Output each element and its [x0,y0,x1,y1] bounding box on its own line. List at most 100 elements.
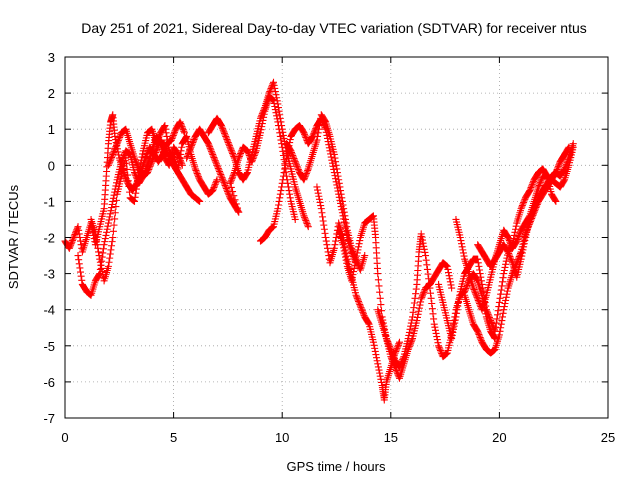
data-point [374,360,382,368]
data-point [180,127,188,135]
data-point [278,125,286,133]
data-point [230,153,238,161]
data-point [359,308,367,316]
data-point [333,169,341,177]
data-point [193,170,201,178]
data-point [404,335,412,343]
data-point [341,250,349,258]
data-point [231,196,239,204]
data-point [343,223,351,231]
y-tick-label-7: 0 [48,158,55,173]
data-point [397,360,405,368]
data-point [526,215,534,223]
data-point [162,129,170,137]
data-point [472,290,480,298]
data-point [530,205,538,213]
data-point [189,139,197,147]
data-point [132,185,140,193]
data-point [372,351,380,359]
data-point [478,280,486,288]
data-point [500,267,508,275]
data-point [355,243,363,251]
data-point [257,113,265,121]
data-point [377,375,385,383]
data-point [273,112,281,120]
data-point [514,234,522,242]
data-point [423,261,431,269]
data-point [341,212,349,220]
data-point [211,157,219,165]
data-point [370,341,378,349]
data-point [450,322,458,330]
data-point [106,254,114,262]
data-point [315,125,323,133]
data-point [105,160,113,168]
data-point [225,140,233,148]
data-point [408,316,416,324]
data-point [396,362,404,370]
data-point [469,284,477,292]
data-point [376,369,384,377]
data-point [276,111,284,119]
data-point [353,294,361,302]
data-point [406,341,414,349]
data-point [320,225,328,233]
data-point [475,330,483,338]
data-point [338,194,346,202]
data-point [519,200,527,208]
data-point [319,213,327,221]
data-point [320,221,328,229]
data-point [301,213,309,221]
data-point [425,275,433,283]
data-point [407,322,415,330]
data-point [350,264,358,272]
data-point [150,152,158,160]
data-point [303,168,311,176]
data-point [91,230,99,238]
data-point [68,238,76,246]
data-point [470,286,478,294]
data-point [196,197,204,205]
data-point [288,150,296,158]
data-point [317,205,325,213]
data-point [189,137,197,145]
y-tick-label-6: -1 [43,194,55,209]
data-point [274,104,282,112]
data-point [414,310,422,318]
data-point [564,157,572,165]
data-point [75,230,83,238]
data-point [259,108,267,116]
series-s3 [87,122,221,285]
data-point [515,231,523,239]
data-point [229,151,237,159]
data-point [291,156,299,164]
data-point [95,248,103,256]
data-point [104,262,112,270]
x-tick-label-5: 25 [601,430,615,445]
data-point [457,237,465,245]
data-point [446,275,454,283]
data-point [170,130,178,138]
data-point [273,94,281,102]
data-point [309,131,317,139]
data-point [294,165,302,173]
data-point [194,171,202,179]
data-point [455,295,463,303]
data-point [93,237,101,245]
data-point [504,234,512,241]
data-point [301,215,309,223]
data-point [104,222,112,230]
data-point [105,216,113,224]
data-point [533,198,541,206]
data-point [452,313,460,321]
data-point [225,191,233,199]
data-point [495,331,503,339]
data-point [498,317,506,325]
data-point [476,270,484,278]
data-point [562,162,570,170]
data-point [518,203,526,211]
data-point [476,332,484,340]
data-point [313,136,321,144]
data-point [500,303,508,311]
data-point [278,183,286,191]
